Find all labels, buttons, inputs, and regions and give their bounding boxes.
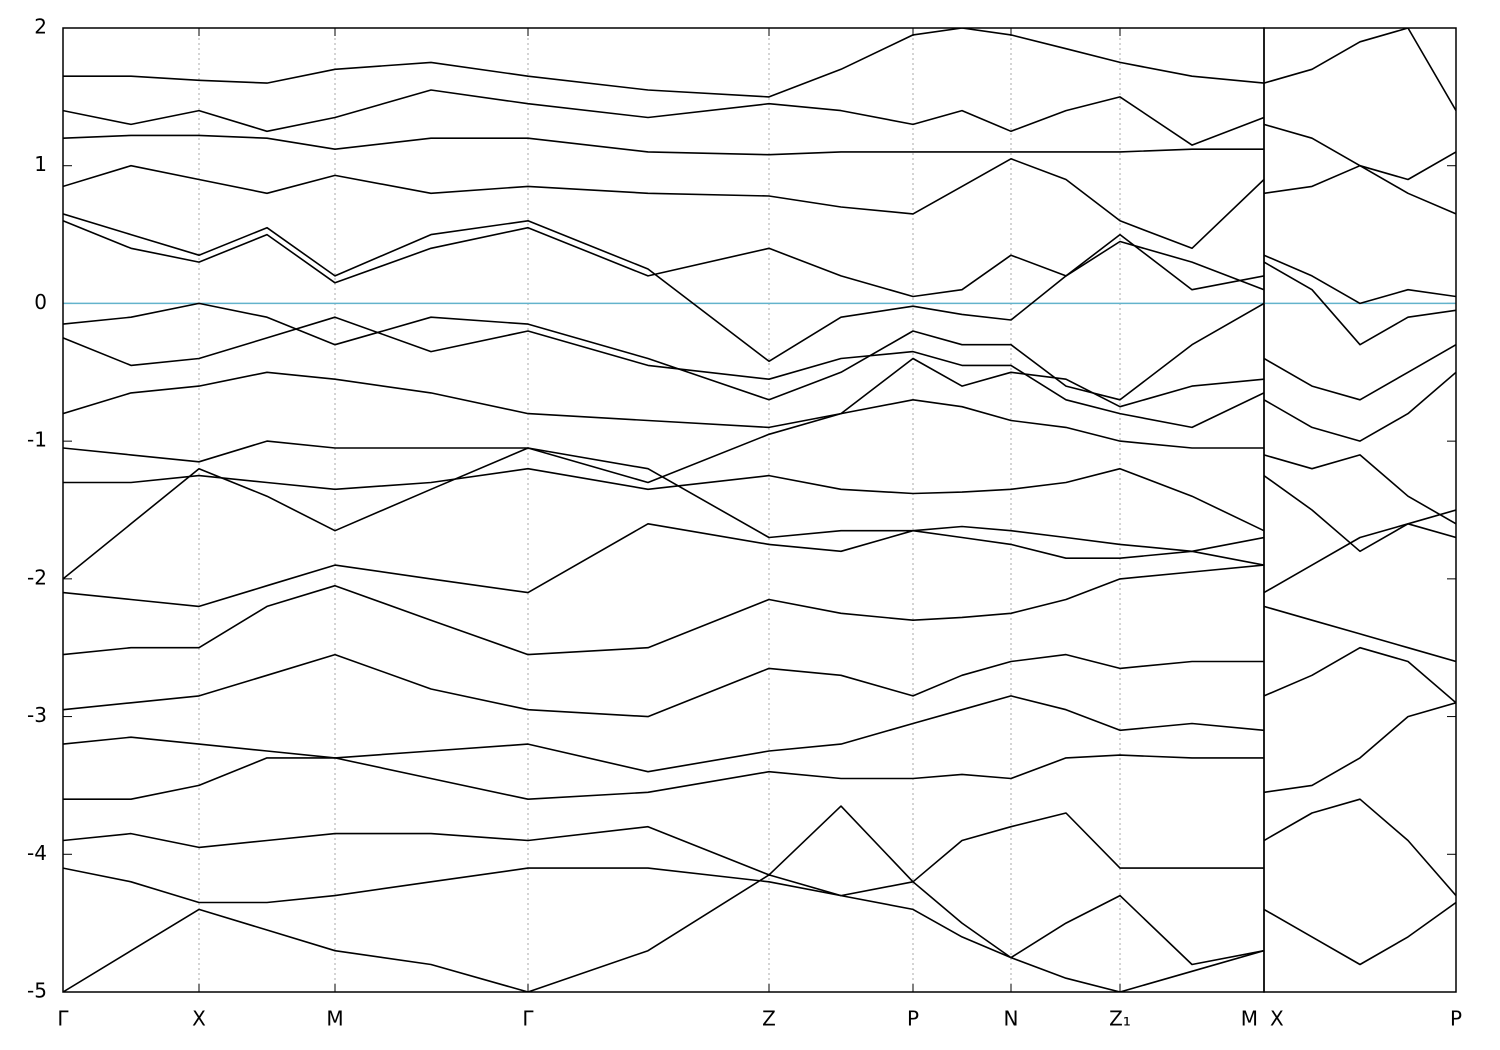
band-line — [1264, 371, 1456, 442]
y-tick-label: 2 — [34, 15, 47, 39]
x-tick-label: M — [326, 1007, 343, 1031]
x-tick-label: P — [907, 1007, 919, 1031]
band-line — [1264, 605, 1456, 663]
x-tick-label: Γ — [522, 1007, 534, 1031]
y-tick-label: -4 — [27, 841, 47, 865]
panel-frame — [62, 27, 1265, 993]
x-tick-label: N — [1004, 1007, 1019, 1031]
x-tick-label: Z₁ — [1109, 1007, 1131, 1031]
band-line — [63, 357, 1264, 429]
band-line — [63, 158, 1264, 250]
y-tick-label: 1 — [34, 152, 47, 176]
band-line — [63, 754, 1264, 800]
band-line — [1264, 474, 1456, 553]
y-tick-label: -1 — [27, 428, 47, 452]
band-line — [1264, 702, 1456, 794]
band-line — [63, 89, 1264, 146]
band-line — [1264, 509, 1456, 594]
y-tick-label: -2 — [27, 565, 47, 589]
band-line — [1264, 28, 1456, 112]
y-tick-label: -5 — [27, 979, 47, 1003]
y-tick-label: 0 — [34, 290, 47, 314]
x-tick-label: Γ — [57, 1007, 69, 1031]
band-line — [1264, 151, 1456, 195]
band-line — [63, 523, 1264, 608]
x-tick-label: M — [1241, 1007, 1258, 1031]
band-line — [63, 213, 1264, 363]
band-line — [63, 28, 1264, 98]
band-line — [1264, 344, 1456, 401]
x-tick-label: Z — [762, 1007, 776, 1031]
band-line — [63, 867, 1264, 966]
band-line — [63, 467, 1264, 532]
band-line — [63, 874, 1264, 992]
band-line — [63, 447, 1264, 580]
band-line — [1264, 901, 1456, 966]
band-line — [63, 220, 1264, 298]
x-tick-label: P — [1450, 1007, 1462, 1031]
x-tick-label: X — [1270, 1007, 1284, 1031]
panel-frame — [1263, 27, 1457, 993]
band-line — [1264, 646, 1456, 704]
band-line — [1264, 454, 1456, 525]
band-line — [63, 399, 1264, 484]
band-line — [63, 134, 1264, 156]
band-line — [1264, 261, 1456, 346]
band-line — [1264, 798, 1456, 897]
band-line — [63, 316, 1264, 429]
band-line — [63, 302, 1264, 401]
y-tick-label: -3 — [27, 703, 47, 727]
band-line — [1264, 123, 1456, 215]
band-line — [1264, 254, 1456, 305]
band-line — [63, 564, 1264, 656]
x-tick-label: X — [192, 1007, 206, 1031]
band-line — [63, 695, 1264, 773]
band-line — [63, 653, 1264, 718]
